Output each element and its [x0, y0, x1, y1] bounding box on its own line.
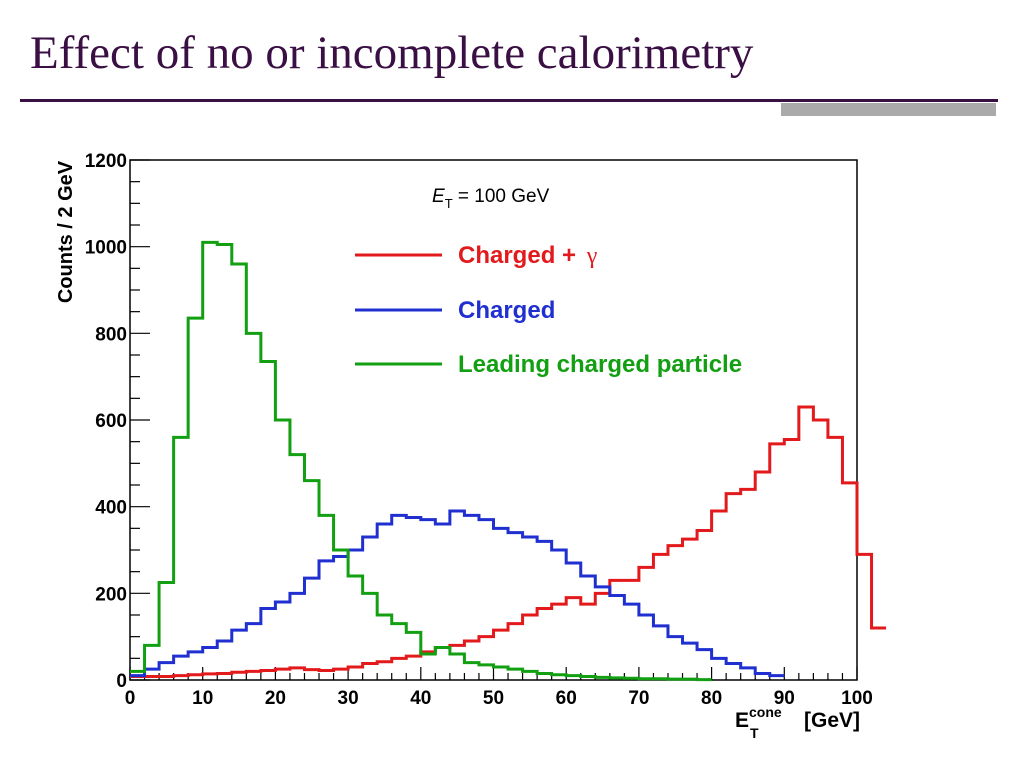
legend-label-text: Charged +	[458, 242, 583, 269]
annotation-symbol: E	[432, 186, 445, 207]
series-line-1	[130, 405, 887, 679]
slide-title: Effect of no or incomplete calorimetry	[30, 27, 754, 79]
legend-label-text: Charged	[458, 297, 555, 324]
y-tick-label: 600	[95, 411, 127, 432]
x-tick-label: 100	[841, 688, 873, 709]
x-tick-label: 0	[125, 688, 136, 709]
legend-label-3: Leading charged particle	[458, 351, 742, 378]
y-tick-label: 0	[116, 671, 127, 692]
title-divider	[20, 99, 998, 102]
x-axis-label-unit: [GeV]	[804, 709, 860, 732]
plot-frame-rect	[129, 159, 858, 681]
x-axis-label-symbol: E	[735, 709, 749, 732]
series-line-2	[130, 509, 785, 678]
x-tick-label: 20	[265, 688, 286, 709]
y-tick-label: 800	[95, 324, 127, 345]
axis-labels: 0 10 20 30 40 50 60 70 80 90 100020040060080010001…	[55, 151, 873, 741]
energy-annotation: ET = 100 GeV	[432, 186, 550, 211]
y-tick-label: 400	[95, 498, 127, 519]
title-accent-bar	[781, 103, 996, 116]
series-line-3	[130, 240, 712, 682]
y-tick-label: 1000	[85, 238, 127, 259]
y-axis-label: Counts / 2 GeV	[55, 160, 77, 303]
gamma-symbol: γ	[586, 243, 598, 269]
y-tick-label: 200	[95, 584, 127, 605]
annotation-subscript: T	[445, 196, 453, 211]
x-tick-label: 50	[483, 688, 504, 709]
x-tick-label: 90	[774, 688, 795, 709]
x-tick-label: 60	[556, 688, 577, 709]
x-tick-label: 70	[628, 688, 649, 709]
annotation-value: = 100 GeV	[453, 186, 550, 207]
x-axis-label-subscript: T	[750, 725, 759, 741]
x-tick-label: 30	[338, 688, 359, 709]
legend-label-1: Charged + γ	[458, 242, 598, 269]
legend-label-text: Leading charged particle	[458, 351, 742, 378]
y-tick-label: 1200	[85, 151, 127, 172]
legend: Charged + γ Charged Leading charged partic…	[355, 242, 742, 378]
x-axis-label: Econe T [GeV]	[735, 704, 860, 741]
axis-ticks	[129, 159, 858, 681]
x-tick-label: 10	[192, 688, 213, 709]
x-axis-label-superscript: cone	[749, 704, 782, 720]
histogram-series	[130, 240, 887, 682]
x-tick-label: 40	[410, 688, 431, 709]
legend-label-2: Charged	[458, 297, 555, 324]
plot-frame	[129, 159, 858, 681]
x-tick-label: 80	[701, 688, 722, 709]
